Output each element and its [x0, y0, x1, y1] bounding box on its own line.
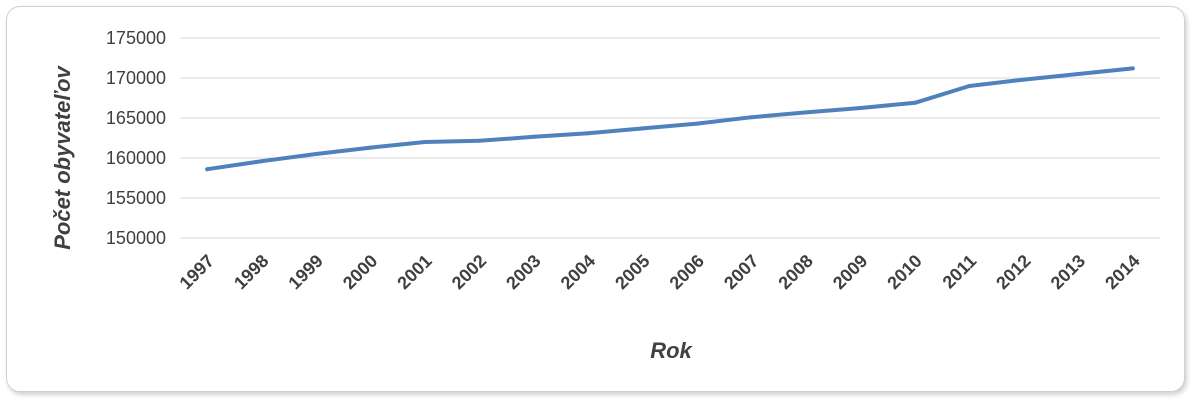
data-point-1999	[314, 152, 319, 156]
data-point-2013	[1076, 72, 1081, 76]
data-point-2012	[1021, 77, 1026, 82]
x-tick-label: 2008	[774, 251, 816, 293]
data-point-1997	[205, 167, 210, 172]
y-tick-label: 155000	[106, 188, 166, 208]
y-tick-label: 175000	[106, 28, 166, 48]
x-tick-label: 2002	[448, 251, 490, 293]
x-tick-label: 2001	[393, 251, 435, 293]
y-tick-label: 160000	[106, 148, 166, 168]
x-tick-label: 1998	[230, 251, 272, 293]
y-axis-ticks: 150000 155000 160000 165000 170000 175000	[106, 28, 166, 248]
x-tick-label: 2010	[883, 251, 925, 293]
data-point-2000	[368, 145, 373, 150]
x-tick-label: 2000	[339, 251, 381, 293]
x-tick-label: 2007	[720, 251, 762, 293]
chart-frame	[6, 6, 1185, 392]
x-tick-label: 2012	[992, 251, 1034, 293]
data-point-2006	[695, 121, 700, 126]
data-point-2010	[913, 100, 917, 105]
data-point-2007	[749, 115, 754, 120]
data-point-2009	[858, 106, 863, 110]
data-point-2001	[423, 140, 427, 144]
data-point-2011	[967, 84, 972, 88]
data-point-2002	[477, 138, 482, 143]
data-point-1998	[259, 159, 264, 164]
data-point-2003	[531, 134, 536, 139]
x-tick-label: 2014	[1101, 251, 1143, 293]
x-tick-label: 1999	[284, 251, 326, 293]
x-tick-label: 2013	[1047, 251, 1089, 293]
x-tick-label: 2006	[666, 251, 708, 293]
data-point-2014	[1130, 66, 1135, 71]
y-tick-label: 150000	[106, 228, 166, 248]
y-tick-label: 165000	[106, 108, 166, 128]
x-tick-label: 2005	[611, 251, 653, 293]
y-tick-label: 170000	[106, 68, 166, 88]
data-point-2005	[640, 126, 645, 131]
x-tick-label: 2003	[502, 251, 544, 293]
x-tick-label: 2011	[939, 251, 981, 293]
x-tick-label: 1997	[176, 251, 218, 293]
y-axis-title: Počet obyvateľov	[50, 64, 75, 249]
series-layer	[205, 66, 1135, 172]
x-tick-label: 2004	[557, 251, 599, 293]
x-tick-label: 2009	[829, 251, 871, 293]
data-point-2008	[804, 110, 809, 115]
x-axis-ticks: 1997 1998 1999 2000 2001 2002 2003 2004 2005 2006…	[176, 251, 1144, 293]
data-point-2004	[586, 131, 591, 136]
gridlines	[180, 37, 1160, 239]
series-line-0	[205, 66, 1135, 172]
x-axis-title: Rok	[650, 338, 693, 363]
